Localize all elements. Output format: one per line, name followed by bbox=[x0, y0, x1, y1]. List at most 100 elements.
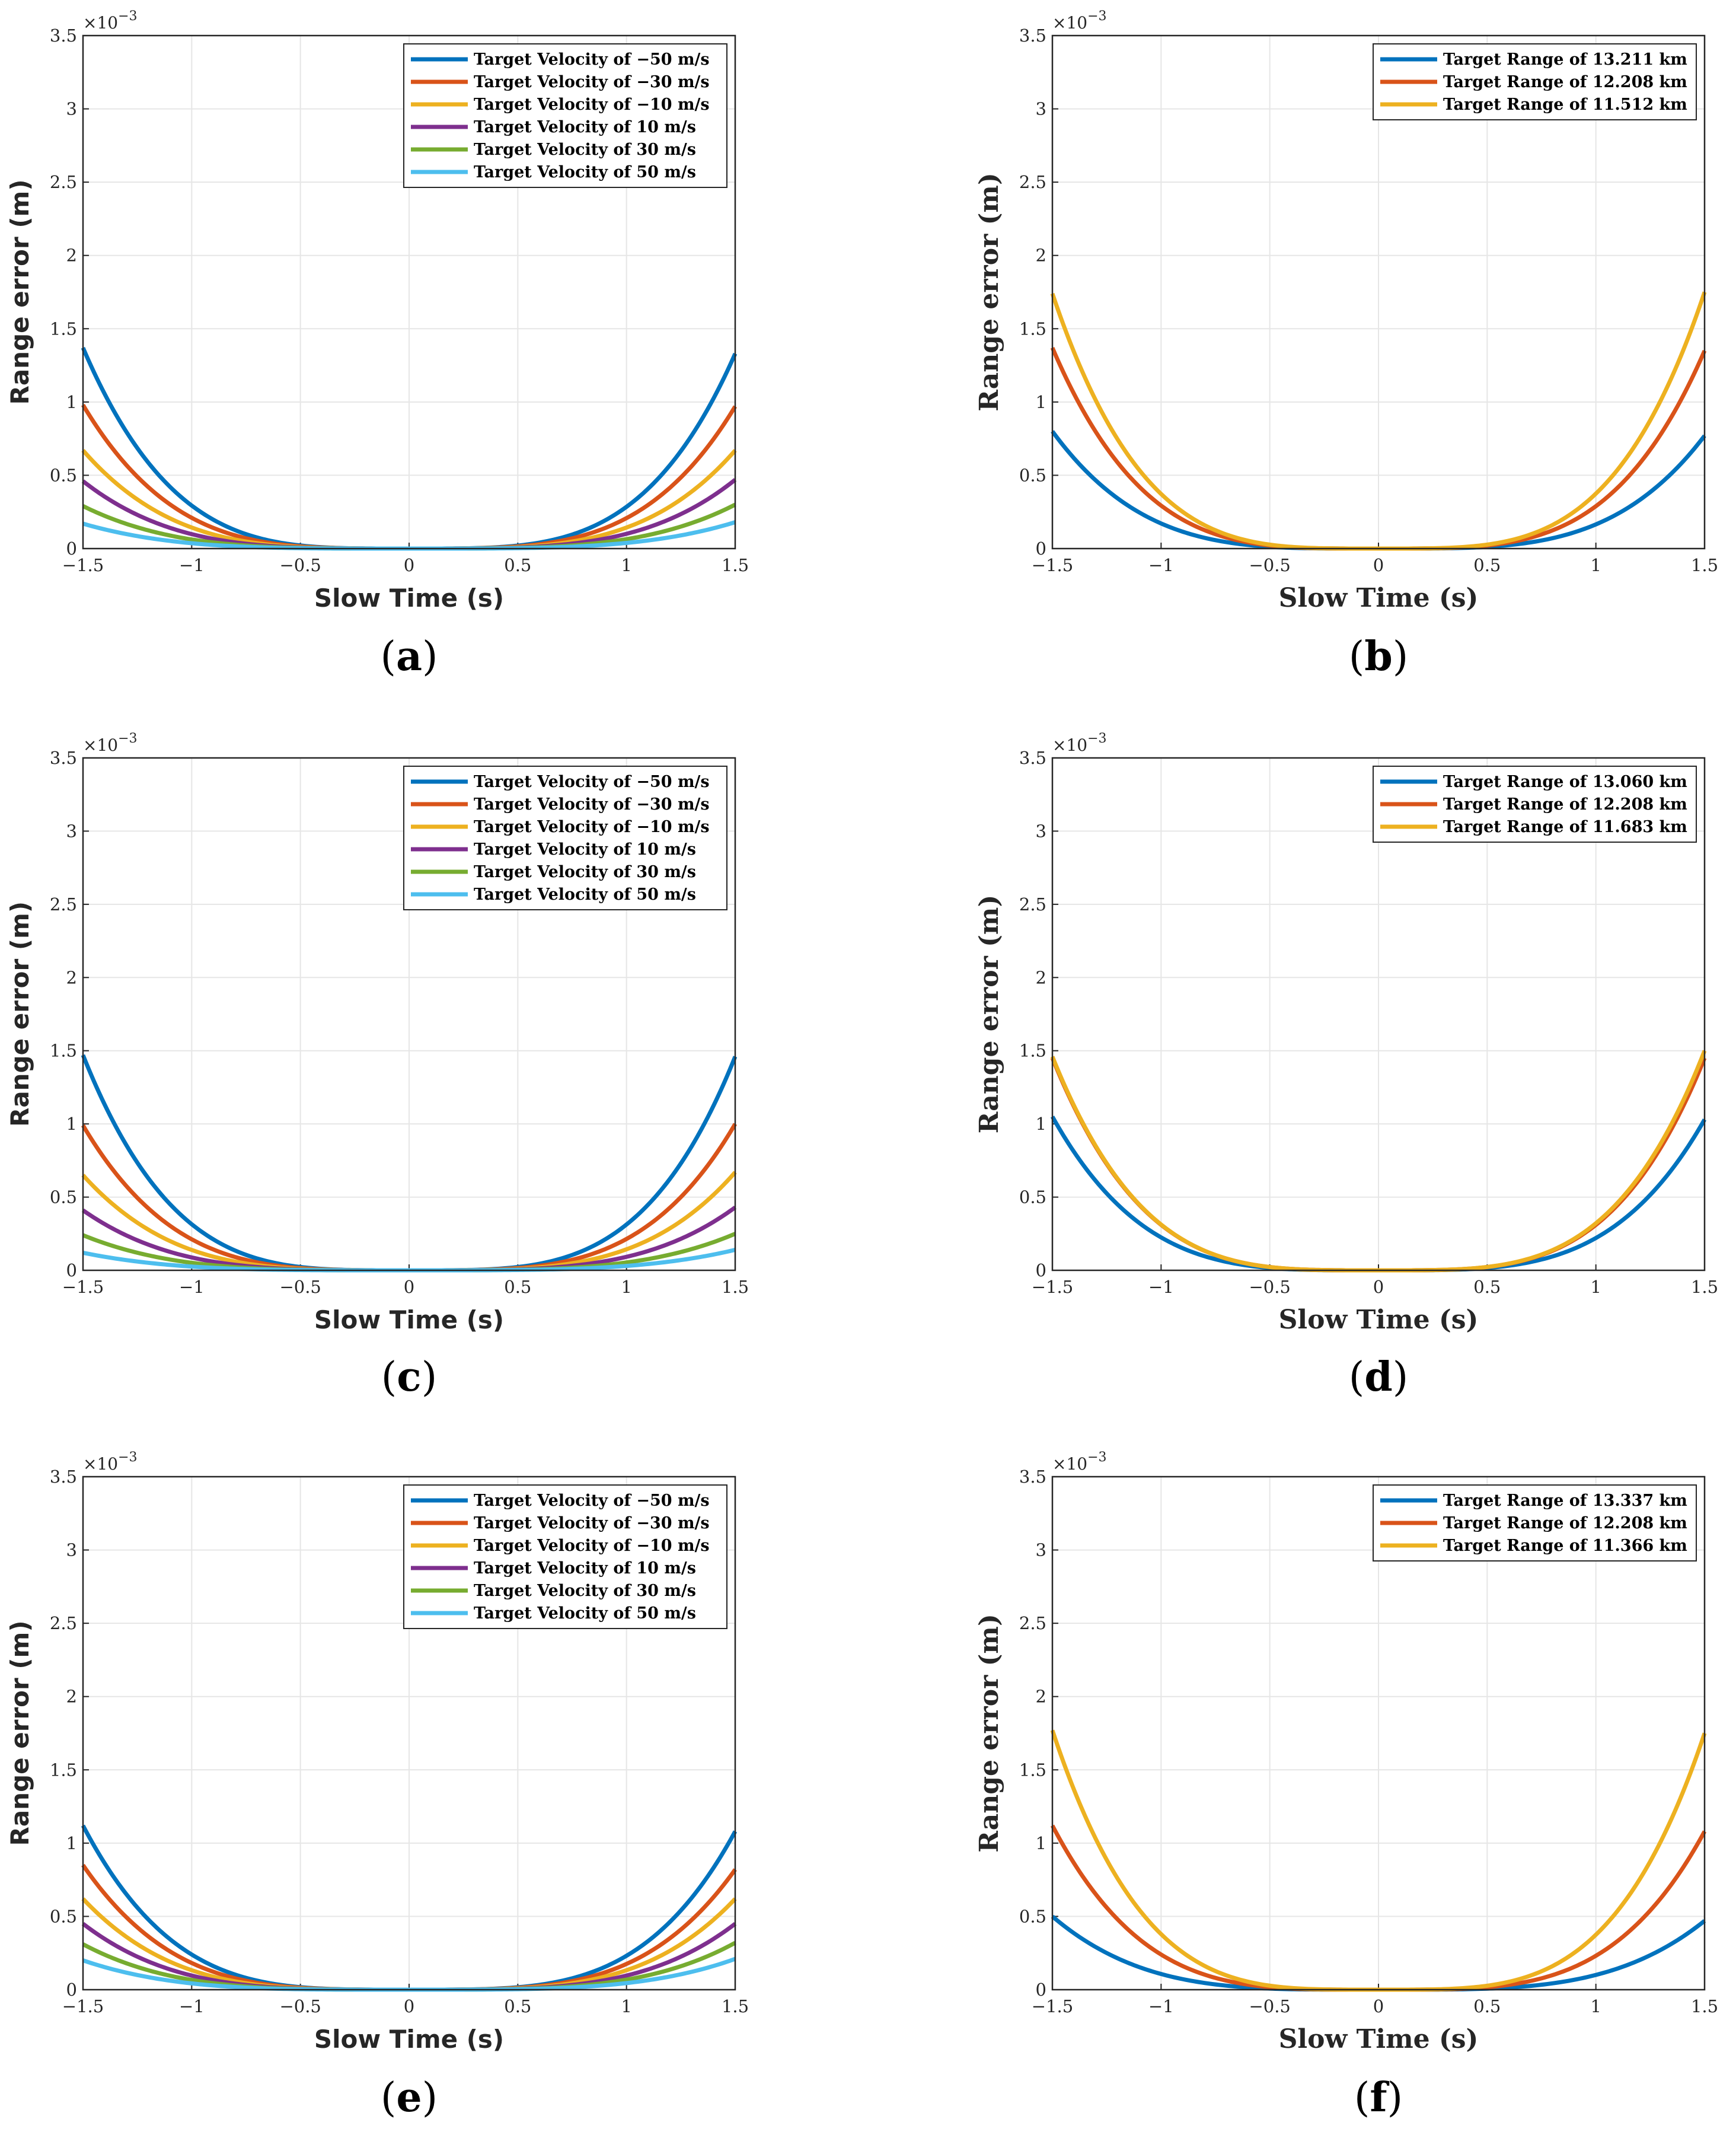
x-tick-label: −1 bbox=[179, 1277, 205, 1297]
legend-entry: Target Velocity of −10 m/s bbox=[474, 818, 710, 836]
x-tick-label: 0 bbox=[1373, 1277, 1384, 1297]
legend-entry: Target Velocity of −10 m/s bbox=[474, 95, 710, 114]
legend: Target Velocity of −50 m/s Target Velocit… bbox=[403, 766, 727, 910]
legend-entry: Target Range of 13.337 km bbox=[1443, 1492, 1687, 1510]
y-tick-label: 2.5 bbox=[1019, 172, 1046, 192]
panel-label: (c) bbox=[381, 1353, 437, 1401]
x-tick-label: −1.5 bbox=[62, 555, 104, 575]
legend-entry: Target Range of 12.208 km bbox=[1443, 1514, 1687, 1532]
y-tick-label: 3.5 bbox=[50, 26, 77, 46]
panel-label-letter: b bbox=[1364, 633, 1393, 680]
y-tick-label: 0.5 bbox=[50, 465, 77, 485]
x-tick-label: −0.5 bbox=[279, 1277, 321, 1297]
x-tick-label: 1 bbox=[1590, 1277, 1601, 1297]
panel-label-letter: f bbox=[1370, 2074, 1389, 2121]
y-axis-label: Range error (m) bbox=[974, 173, 1004, 412]
y-tick-label: 2.5 bbox=[1019, 1613, 1046, 1633]
legend-entry: Target Velocity of 30 m/s bbox=[474, 863, 696, 881]
y-tick-label: 0 bbox=[1036, 538, 1046, 559]
exponent-power: −3 bbox=[118, 9, 137, 24]
legend-entry: Target Range of 12.208 km bbox=[1443, 795, 1687, 814]
y-tick-label: 1 bbox=[1036, 1114, 1046, 1134]
panel-label-open: ( bbox=[380, 633, 396, 680]
x-tick-label: −1.5 bbox=[1032, 555, 1073, 575]
y-tick-label: 3.5 bbox=[1019, 26, 1046, 46]
x-axis-label: Slow Time (s) bbox=[314, 584, 504, 613]
y-tick-label: 1.5 bbox=[1019, 318, 1046, 339]
y-tick-label: 2 bbox=[66, 1687, 77, 1707]
y-tick-label: 0 bbox=[66, 538, 77, 559]
y-tick-label: 2.5 bbox=[50, 172, 77, 192]
legend-entry: Target Velocity of 50 m/s bbox=[474, 885, 696, 904]
y-tick-label: 1.5 bbox=[50, 1041, 77, 1061]
x-tick-label: −0.5 bbox=[1249, 1996, 1290, 2016]
panel-label: (a) bbox=[380, 633, 438, 680]
x-tick-label: −1.5 bbox=[62, 1277, 104, 1297]
panel-label-open: ( bbox=[381, 2074, 397, 2121]
x-axis-label: Slow Time (s) bbox=[314, 1305, 504, 1334]
axes-frame bbox=[82, 757, 736, 1272]
y-tick-label: 0.5 bbox=[50, 1187, 77, 1207]
y-tick-label: 2 bbox=[1036, 967, 1046, 987]
axes-frame bbox=[82, 34, 736, 550]
legend-entry: Target Velocity of −50 m/s bbox=[474, 50, 710, 69]
y-tick-label: 3 bbox=[1036, 99, 1046, 119]
panel-label-close: ) bbox=[422, 2074, 438, 2121]
exponent-power: −3 bbox=[1087, 1450, 1106, 1465]
legend-entry: Target Velocity of −10 m/s bbox=[474, 1537, 710, 1555]
panel-label-letter: c bbox=[397, 1353, 421, 1401]
y-tick-label: 3 bbox=[66, 1540, 77, 1560]
y-tick-label: 2.5 bbox=[50, 1613, 77, 1633]
y-tick-label: 0 bbox=[66, 1260, 77, 1280]
x-tick-label: 0.5 bbox=[1473, 1277, 1501, 1297]
legend: Target Range of 13.211 km Target Range of… bbox=[1373, 43, 1697, 120]
x-tick-label: 0.5 bbox=[1473, 555, 1501, 575]
x-axis-label: Slow Time (s) bbox=[1279, 1305, 1479, 1335]
legend-entry: Target Range of 13.060 km bbox=[1443, 773, 1687, 791]
y-exponent-label: ×10−3 bbox=[1052, 9, 1107, 33]
legend-entry: Target Velocity of 50 m/s bbox=[474, 1604, 696, 1623]
y-tick-label: 0.5 bbox=[1019, 465, 1046, 485]
y-exponent-label: ×10−3 bbox=[83, 1450, 138, 1474]
x-tick-label: 1 bbox=[621, 1277, 631, 1297]
legend: Target Velocity of −50 m/s Target Velocit… bbox=[403, 1484, 727, 1629]
panel-label: (d) bbox=[1349, 1353, 1409, 1401]
x-tick-label: 1.5 bbox=[722, 1996, 749, 2016]
x-axis-label: Slow Time (s) bbox=[1279, 2024, 1479, 2054]
x-tick-label: 0.5 bbox=[504, 555, 531, 575]
y-tick-label: 0 bbox=[66, 1980, 77, 2000]
y-tick-label: 2.5 bbox=[50, 894, 77, 914]
panel-label-letter: d bbox=[1364, 1353, 1393, 1401]
y-exponent-label: ×10−3 bbox=[1052, 1450, 1107, 1474]
x-tick-label: 1.5 bbox=[1691, 555, 1718, 575]
y-tick-label: 0.5 bbox=[1019, 1906, 1046, 1926]
exponent-power: −3 bbox=[118, 1450, 137, 1465]
x-tick-label: −0.5 bbox=[279, 555, 321, 575]
exponent-power: −3 bbox=[118, 731, 137, 746]
panel-label: (e) bbox=[381, 2074, 438, 2121]
y-tick-label: 2 bbox=[66, 967, 77, 987]
exponent-power: −3 bbox=[1087, 9, 1106, 24]
y-tick-label: 1.5 bbox=[1019, 1760, 1046, 1780]
legend: Target Range of 13.337 km Target Range of… bbox=[1373, 1484, 1697, 1562]
exponent-base: ×10 bbox=[83, 735, 118, 755]
legend-entry: Target Range of 12.208 km bbox=[1443, 73, 1687, 91]
y-tick-label: 3.5 bbox=[50, 748, 77, 768]
panel-label-close: ) bbox=[1393, 633, 1409, 680]
y-axis-label: Range error (m) bbox=[5, 901, 34, 1127]
exponent-base: ×10 bbox=[83, 1454, 118, 1474]
y-tick-label: 2.5 bbox=[1019, 894, 1046, 914]
x-tick-label: 1.5 bbox=[722, 1277, 749, 1297]
x-tick-label: 1.5 bbox=[1691, 1996, 1718, 2016]
y-tick-label: 3 bbox=[1036, 821, 1046, 841]
legend-box bbox=[403, 1484, 727, 1629]
x-tick-label: −1.5 bbox=[1032, 1277, 1073, 1297]
panel-label-close: ) bbox=[422, 1354, 438, 1401]
x-tick-label: −0.5 bbox=[279, 1996, 321, 2016]
legend: Target Range of 13.060 km Target Range of… bbox=[1373, 766, 1697, 843]
panel-label-open: ( bbox=[1349, 633, 1365, 680]
legend-entry: Target Velocity of −30 m/s bbox=[474, 73, 710, 91]
y-exponent-label: ×10−3 bbox=[83, 9, 138, 33]
y-tick-label: 3 bbox=[1036, 1540, 1046, 1560]
